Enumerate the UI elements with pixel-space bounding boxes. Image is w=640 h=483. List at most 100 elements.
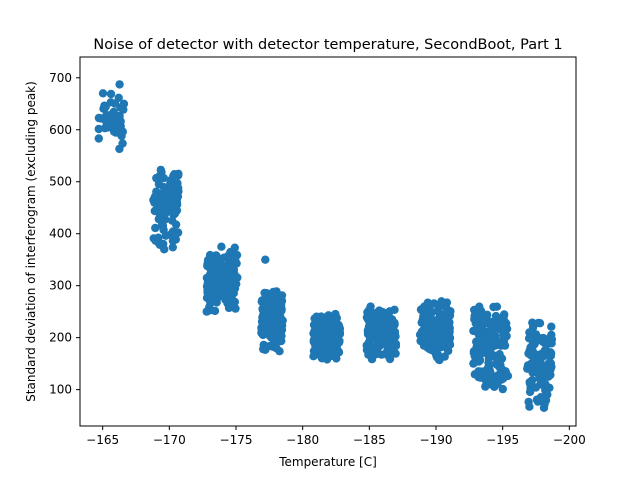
data-point	[222, 283, 232, 292]
data-point	[481, 334, 490, 343]
data-point	[166, 175, 176, 185]
data-point	[390, 305, 399, 314]
data-point	[324, 311, 333, 320]
data-point	[386, 330, 395, 339]
data-point	[332, 354, 341, 363]
y-tick-label: 700	[49, 71, 72, 85]
data-point	[171, 220, 181, 229]
x-tick-label: −175	[220, 433, 253, 447]
data-point	[539, 403, 549, 412]
data-point	[260, 288, 269, 298]
data-point	[115, 80, 124, 89]
data-point	[536, 380, 545, 389]
data-point	[274, 295, 284, 304]
data-point	[261, 255, 270, 264]
data-points	[94, 80, 557, 412]
data-point	[206, 297, 215, 307]
data-point	[417, 327, 427, 336]
data-point	[440, 314, 449, 323]
data-point	[437, 328, 446, 337]
data-point	[100, 124, 110, 133]
data-point	[525, 387, 535, 397]
y-tick-label: 400	[49, 227, 72, 241]
data-point	[106, 89, 116, 99]
data-point	[494, 357, 503, 366]
data-point	[110, 99, 120, 108]
data-point	[94, 124, 104, 134]
data-point	[94, 113, 104, 123]
data-point	[111, 128, 121, 137]
data-point	[159, 182, 168, 192]
data-point	[442, 298, 452, 307]
data-point	[228, 263, 237, 272]
data-point	[483, 372, 493, 381]
data-point	[376, 338, 385, 347]
data-point	[326, 340, 335, 349]
data-point	[322, 351, 332, 360]
data-point	[98, 89, 108, 98]
data-point	[261, 345, 270, 354]
data-point	[309, 336, 318, 345]
data-point	[484, 354, 493, 364]
data-point	[174, 183, 183, 193]
data-point	[524, 397, 533, 407]
data-point	[312, 329, 321, 339]
data-point	[94, 134, 104, 143]
data-point	[310, 314, 319, 323]
y-tick-label: 100	[49, 383, 72, 397]
data-point	[469, 326, 478, 336]
data-point	[524, 334, 534, 343]
data-point	[375, 306, 384, 315]
data-point	[168, 243, 177, 252]
data-point	[385, 346, 395, 355]
data-point	[225, 255, 235, 264]
data-point	[164, 188, 173, 197]
data-point	[231, 272, 240, 281]
data-point	[362, 313, 372, 322]
data-point	[481, 382, 490, 391]
chart-title: Noise of detector with detector temperat…	[93, 37, 562, 53]
data-point	[387, 322, 396, 331]
data-point	[272, 344, 281, 353]
data-point	[535, 319, 545, 328]
data-point	[151, 223, 160, 233]
data-point	[174, 171, 183, 180]
data-point	[159, 225, 168, 235]
data-point	[444, 324, 453, 333]
data-point	[212, 274, 222, 283]
data-point	[369, 329, 378, 338]
data-point	[161, 201, 170, 211]
data-point	[118, 139, 127, 148]
data-point	[214, 281, 224, 290]
data-point	[487, 321, 496, 330]
data-point	[493, 379, 502, 388]
data-point	[221, 295, 230, 304]
data-point	[168, 236, 178, 246]
data-point	[206, 277, 215, 286]
data-point	[495, 373, 504, 382]
data-point	[525, 378, 534, 387]
data-point	[369, 322, 379, 331]
data-point	[502, 331, 511, 341]
data-point	[362, 345, 372, 355]
data-point	[229, 283, 238, 292]
data-point	[259, 304, 268, 314]
data-point	[231, 304, 240, 313]
data-point	[203, 261, 212, 271]
data-point	[528, 341, 537, 350]
data-point	[265, 294, 275, 303]
data-point	[366, 302, 375, 311]
data-point	[316, 341, 325, 350]
data-point	[547, 335, 557, 344]
x-tick-label: −185	[353, 433, 386, 447]
data-point	[475, 302, 484, 311]
data-point	[210, 256, 219, 266]
data-point	[210, 306, 220, 316]
data-point	[471, 319, 480, 328]
data-point	[438, 338, 447, 348]
data-point	[220, 263, 229, 272]
data-point	[150, 192, 160, 201]
data-point	[430, 348, 440, 357]
data-point	[433, 315, 443, 324]
